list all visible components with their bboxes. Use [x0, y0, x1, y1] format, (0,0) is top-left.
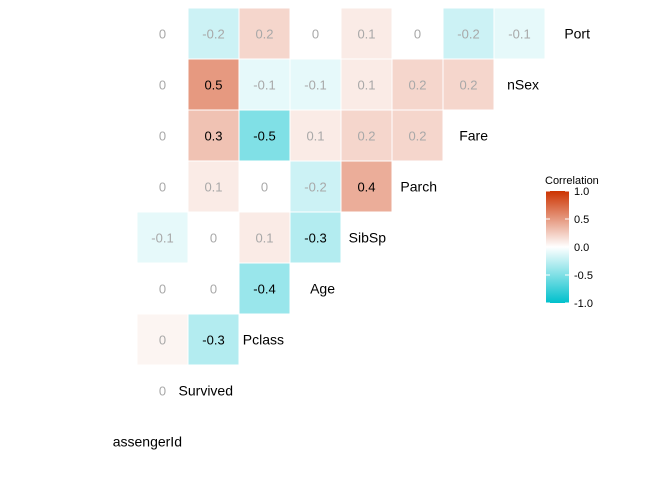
heatmap-cell: [442, 7, 495, 60]
heatmap-cell: [136, 364, 189, 417]
heatmap-cell: [187, 160, 240, 213]
heatmap-cell: [187, 58, 240, 111]
cell-value-label: 0: [159, 333, 166, 348]
cell-value-label: 0.2: [408, 78, 426, 93]
cell-value-label: -0.3: [304, 231, 326, 246]
cell-value-label: 0: [210, 282, 217, 297]
cell-value-label: 0: [414, 27, 421, 42]
heatmap-cell: [289, 109, 342, 162]
legend-title: Correlation: [545, 175, 599, 187]
cell-value-label: -0.4: [253, 282, 275, 297]
heatmap-cell: [136, 109, 189, 162]
heatmap-cell: [238, 160, 291, 213]
cell-value-label: -0.2: [457, 27, 479, 42]
legend-ticks: 1.0 0.5 0.0 -0.5 -1.0: [546, 186, 593, 310]
heatmap-cell: [391, 58, 444, 111]
heatmap-cell: [136, 313, 189, 366]
heatmap-cell: [340, 109, 393, 162]
cell-value-label: 0.1: [306, 129, 324, 144]
cell-value-label: 0.2: [357, 129, 375, 144]
cell-value-label: 0.4: [357, 180, 375, 195]
cell-value-label: 0: [159, 78, 166, 93]
heatmap-cell: [187, 262, 240, 315]
cell-value-label: 0: [159, 129, 166, 144]
heatmap-cell: [289, 58, 342, 111]
heatmap-cell: [238, 7, 291, 60]
heatmap-cell: [187, 109, 240, 162]
variable-label: SibSp: [349, 230, 387, 246]
heatmap-cell: [289, 211, 342, 264]
heatmap-cell: [238, 109, 291, 162]
cell-value-label: 0: [261, 180, 268, 195]
heatmap-cell: [340, 160, 393, 213]
cell-value-label: 0.3: [204, 129, 222, 144]
heatmap-cells: 0 0 -0.3 0 0 -0.4 -0.1 0 0.1 -0.3 0 0.1 0 -0.2 0.4 0 0.3…: [136, 7, 546, 417]
cell-value-label: 0.1: [357, 27, 375, 42]
cell-value-label: 0: [210, 231, 217, 246]
cell-value-label: 0: [159, 384, 166, 399]
legend: Correlation 1.0 0.5 0.0 -0.5 -1.0: [545, 175, 599, 310]
cell-value-label: -0.1: [508, 27, 530, 42]
cell-value-label: 0: [159, 27, 166, 42]
heatmap-cell: [442, 58, 495, 111]
heatmap-cell: [391, 7, 444, 60]
cell-value-label: 0: [312, 27, 319, 42]
variable-label: Pclass: [243, 332, 284, 348]
cell-value-label: -0.3: [202, 333, 224, 348]
legend-tick-label: 0.0: [574, 242, 589, 254]
cell-value-label: 0.2: [255, 27, 273, 42]
heatmap-cell: [136, 7, 189, 60]
variable-label: nSex: [507, 77, 539, 93]
cell-value-label: -0.1: [151, 231, 173, 246]
cell-value-label: -0.1: [253, 78, 275, 93]
variable-label: assengerId: [113, 434, 182, 450]
variable-label: Parch: [400, 179, 437, 195]
variable-label: Port: [564, 26, 590, 42]
heatmap-cell: [493, 7, 546, 60]
cell-value-label: 0.2: [459, 78, 477, 93]
cell-value-label: 0: [159, 180, 166, 195]
cell-value-label: 0: [159, 282, 166, 297]
cell-value-label: -0.1: [304, 78, 326, 93]
cell-value-label: -0.2: [304, 180, 326, 195]
cell-value-label: -0.5: [253, 129, 275, 144]
cell-value-label: 0.5: [204, 78, 222, 93]
heatmap-cell: [238, 211, 291, 264]
legend-tick-label: 1.0: [574, 186, 589, 198]
variable-labels: assengerId Survived Pclass Age SibSp Parch Far…: [113, 26, 590, 450]
cell-value-label: 0.2: [408, 129, 426, 144]
legend-tick-label: -0.5: [574, 270, 593, 282]
variable-label: Age: [310, 281, 335, 297]
cell-value-label: 0.1: [357, 78, 375, 93]
variable-label: Survived: [179, 383, 233, 399]
legend-tick-label: -1.0: [574, 298, 593, 310]
heatmap-cell: [238, 262, 291, 315]
cell-value-label: 0.1: [255, 231, 273, 246]
legend-colorbar: [546, 191, 569, 303]
heatmap-cell: [187, 211, 240, 264]
heatmap-cell: [391, 109, 444, 162]
heatmap-cell: [136, 211, 189, 264]
legend-tick-label: 0.5: [574, 214, 589, 226]
cell-value-label: -0.2: [202, 27, 224, 42]
variable-label: Fare: [459, 128, 488, 144]
cell-value-label: 0.1: [204, 180, 222, 195]
